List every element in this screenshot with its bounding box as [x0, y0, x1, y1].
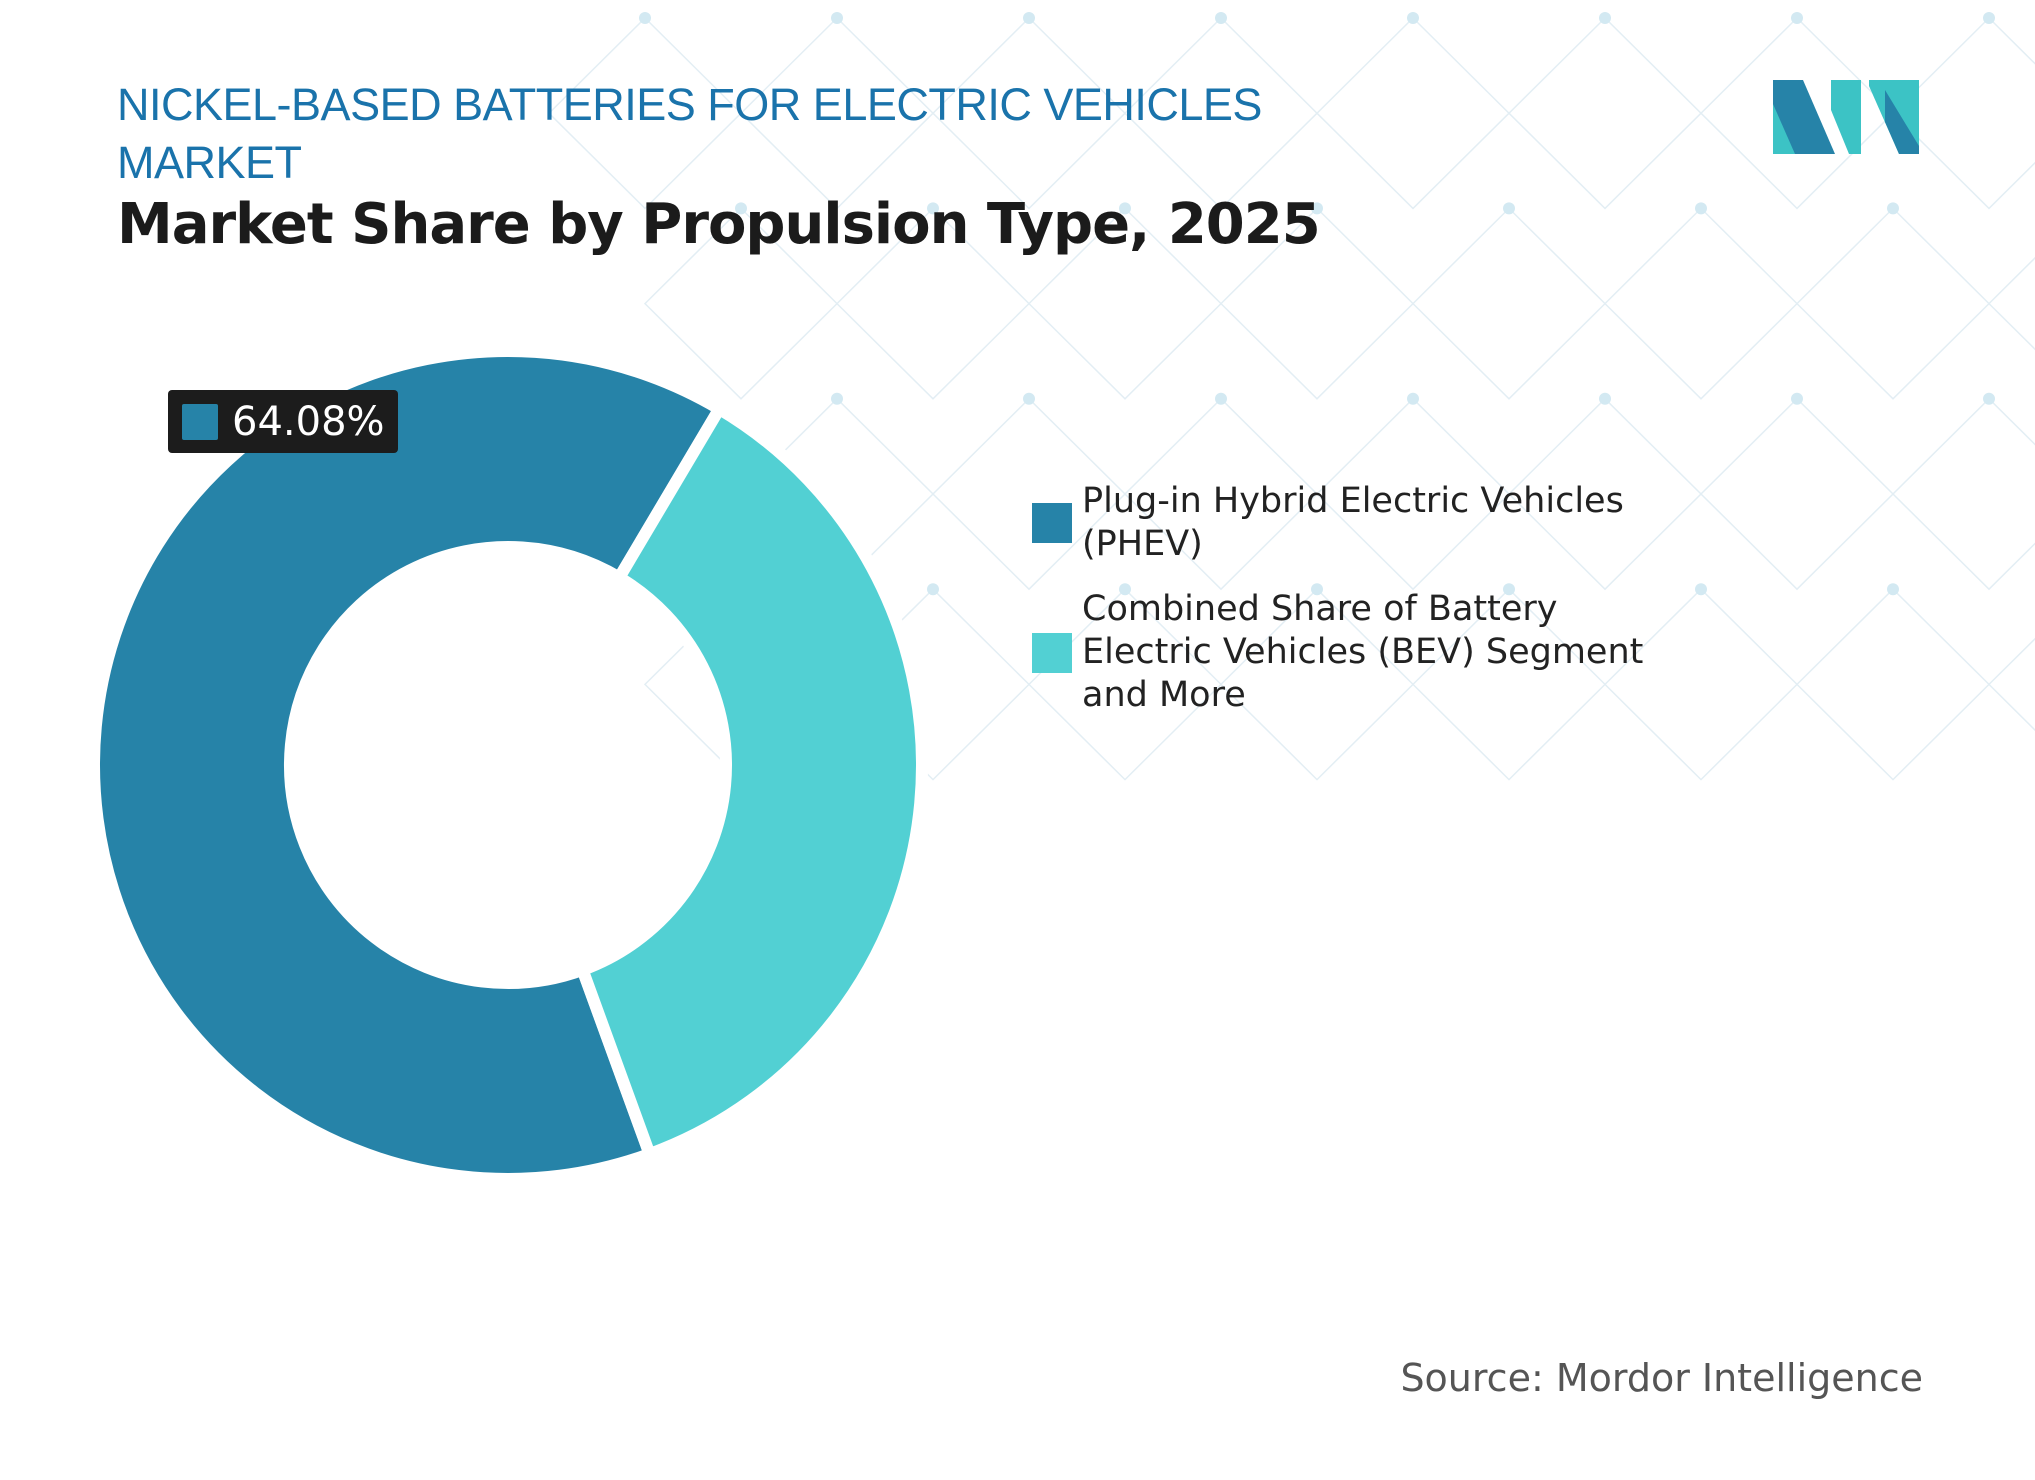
- pattern-line: [1699, 397, 1895, 591]
- donut-slice-bev: [574, 400, 928, 1162]
- pattern-line: [1411, 588, 1607, 781]
- pattern-line: [1219, 588, 1415, 781]
- mordor-intelligence-logo-icon: [1773, 80, 1919, 154]
- legend-label: Combined Share of Battery Electric Vehic…: [1082, 589, 1644, 715]
- pattern-line: [547, 16, 743, 210]
- pattern-line: [1507, 16, 1703, 210]
- pattern-line: [931, 397, 1127, 591]
- pattern-line: [931, 16, 1127, 210]
- chart-subtitle: Market Share by Propulsion Type, 2025: [117, 192, 1321, 257]
- data-label-phev: 64.08%: [168, 390, 398, 453]
- phev-swatch: [182, 403, 218, 440]
- pattern-dot: [1023, 12, 1035, 24]
- pattern-line: [1027, 207, 1223, 400]
- pattern-dot: [831, 392, 843, 405]
- pattern-line: [1123, 397, 1319, 591]
- pattern-line: [1987, 256, 2035, 351]
- pattern-dot: [1791, 12, 1803, 24]
- pattern-line: [739, 16, 935, 210]
- legend: Plug-in Hybrid Electric Vehicles (PHEV) …: [1032, 480, 1662, 739]
- pattern-dot: [1407, 12, 1419, 24]
- pattern-dot: [1983, 12, 1995, 24]
- legend-swatch: [1032, 632, 1072, 673]
- pattern-dot: [1983, 392, 1995, 405]
- pattern-dot: [735, 202, 747, 215]
- legend-item-phev: Plug-in Hybrid Electric Vehicles (PHEV): [1032, 480, 1662, 566]
- pattern-dot: [1503, 583, 1515, 596]
- pattern-line: [1891, 397, 2035, 591]
- pattern-line: [1603, 207, 1799, 400]
- pattern-dot: [1119, 583, 1131, 596]
- pattern-dot: [1215, 12, 1227, 24]
- pattern-line: [1315, 16, 1511, 210]
- pattern-line: [1891, 16, 2035, 210]
- pattern-line: [835, 207, 1031, 400]
- pattern-dot: [1599, 12, 1611, 24]
- legend-label: Plug-in Hybrid Electric Vehicles (PHEV): [1082, 481, 1624, 564]
- pattern-dot: [927, 202, 939, 215]
- pattern-dot: [1887, 583, 1899, 596]
- pattern-dot: [1503, 202, 1515, 215]
- pattern-dot: [1311, 583, 1323, 596]
- report-title: NICKEL-BASED BATTERIES FOR ELECTRIC VEHI…: [117, 79, 1262, 188]
- pattern-dot: [1215, 392, 1227, 405]
- pattern-line: [1123, 16, 1319, 210]
- source-note: Source: Mordor Intelligence: [1400, 1356, 1923, 1400]
- legend-item-bev: Combined Share of Battery Electric Vehic…: [1032, 588, 1662, 717]
- data-label-value: 64.08%: [232, 398, 385, 445]
- pattern-line: [1795, 207, 1991, 400]
- pattern-line: [643, 207, 839, 400]
- pattern-line: [1411, 207, 1607, 400]
- pattern-dot: [1119, 202, 1131, 215]
- pattern-dot: [831, 12, 843, 24]
- pattern-line: [1795, 588, 1991, 781]
- pattern-line: [1987, 637, 2035, 732]
- pattern-dot: [639, 12, 651, 24]
- pattern-dot: [1791, 392, 1803, 405]
- pattern-dot: [1887, 202, 1899, 215]
- donut-slice-phev: [88, 345, 728, 1185]
- legend-swatch: [1032, 503, 1072, 543]
- pattern-line: [1603, 588, 1799, 781]
- pattern-dot: [1599, 392, 1611, 405]
- pattern-dot: [927, 583, 939, 596]
- pattern-dot: [1407, 392, 1419, 405]
- pattern-line: [1507, 397, 1703, 591]
- pattern-dot: [1311, 202, 1323, 215]
- pattern-dot: [1695, 202, 1707, 215]
- pattern-line: [1315, 397, 1511, 591]
- pattern-line: [1219, 207, 1415, 400]
- pattern-dot: [1695, 583, 1707, 596]
- pattern-dot: [1023, 392, 1035, 405]
